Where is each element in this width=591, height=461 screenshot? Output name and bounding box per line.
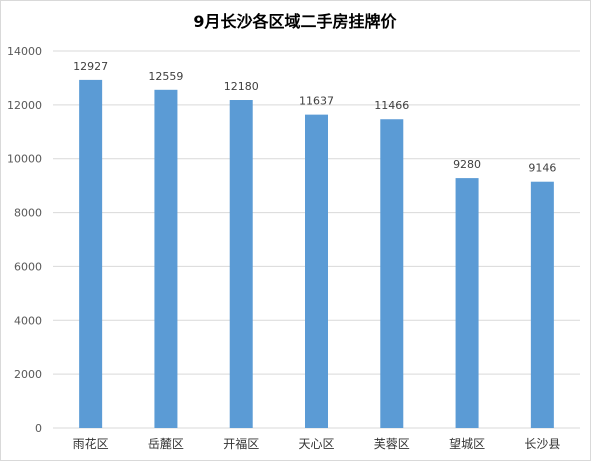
data-label: 12559 <box>148 70 183 83</box>
x-axis: 雨花区 岳麓区 开福区 天心区 芙蓉区 望城区 长沙县 <box>73 436 561 451</box>
data-labels: 12927 12559 12180 11637 11466 9280 9146 <box>73 60 556 175</box>
x-tick-label: 芙蓉区 <box>374 437 410 451</box>
y-tick-label: 12000 <box>7 99 42 112</box>
chart-title: 9月长沙各区域二手房挂牌价 <box>193 12 397 31</box>
bar <box>79 79 103 429</box>
data-label: 9280 <box>453 158 481 171</box>
data-label: 11466 <box>374 99 409 112</box>
x-tick-label: 长沙县 <box>524 437 560 451</box>
y-tick-label: 10000 <box>7 153 42 166</box>
x-tick-label: 望城区 <box>449 437 485 451</box>
data-label: 9146 <box>528 162 556 175</box>
data-label: 11637 <box>299 95 334 108</box>
y-tick-label: 2000 <box>14 368 42 381</box>
x-tick-label: 雨花区 <box>73 436 109 451</box>
x-tick-label: 岳麓区 <box>148 437 184 451</box>
data-label: 12927 <box>73 60 108 73</box>
y-tick-label: 8000 <box>14 207 42 220</box>
y-tick-label: 6000 <box>14 260 42 273</box>
x-tick-label: 开福区 <box>223 436 259 451</box>
bars <box>79 79 554 429</box>
y-tick-label: 4000 <box>14 314 42 327</box>
bar <box>530 181 554 428</box>
bar <box>455 178 479 428</box>
y-axis: 0 2000 4000 6000 8000 10000 12000 14000 <box>7 45 42 435</box>
bar <box>229 100 253 428</box>
bar <box>154 89 178 428</box>
bar <box>305 114 328 429</box>
y-tick-label: 0 <box>35 422 42 435</box>
y-tick-label: 14000 <box>7 45 42 58</box>
bar <box>380 119 404 428</box>
x-tick-label: 天心区 <box>298 437 334 451</box>
data-label: 12180 <box>224 80 259 93</box>
